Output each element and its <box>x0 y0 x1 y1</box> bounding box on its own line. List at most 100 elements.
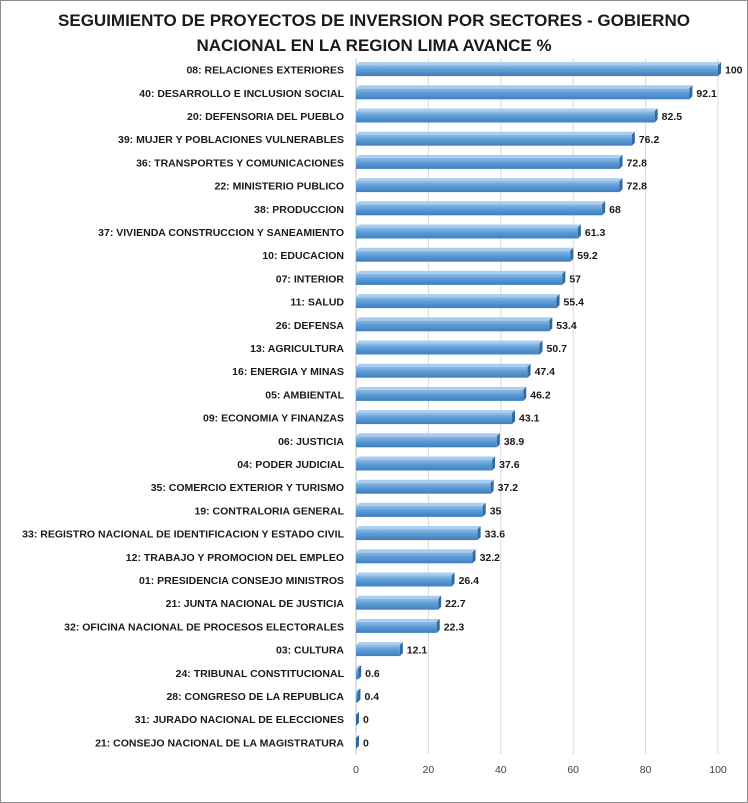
bar <box>356 691 358 703</box>
category-label: 35: COMERCIO EXTERIOR Y TURISMO <box>151 482 344 494</box>
bar-side <box>527 363 531 378</box>
bar <box>356 320 550 332</box>
bar <box>356 389 524 401</box>
bar-top <box>356 433 500 437</box>
data-label: 0 <box>363 714 369 726</box>
bar-top <box>356 595 442 599</box>
category-label: 09: ECONOMIA Y FINANZAS <box>203 413 344 425</box>
bar <box>356 482 491 494</box>
bar-top <box>356 572 455 576</box>
data-label: 55.4 <box>564 297 585 309</box>
data-label: 12.1 <box>407 645 428 657</box>
bar-side <box>357 688 361 703</box>
data-label: 92.1 <box>696 88 717 100</box>
bar-side <box>477 526 481 541</box>
bar-top <box>356 270 566 274</box>
category-label: 16: ENERGIA Y MINAS <box>232 366 344 378</box>
bar-side <box>356 711 359 726</box>
bar-side <box>556 294 560 309</box>
data-label: 35 <box>490 505 502 517</box>
bar-side <box>356 734 359 749</box>
category-label: 05: AMBIENTAL <box>265 389 344 401</box>
bar <box>356 227 578 239</box>
bar-top <box>356 317 553 321</box>
bar-side <box>562 270 566 285</box>
category-label: 07: INTERIOR <box>276 273 345 285</box>
bar-side <box>496 433 500 448</box>
category-label: 36: TRANSPORTES Y COMUNICACIONES <box>136 157 344 169</box>
bar-side <box>619 178 623 193</box>
data-label: 37.2 <box>498 482 519 494</box>
category-label: 08: RELACIONES EXTERIORES <box>186 65 344 77</box>
bar <box>356 65 718 77</box>
category-label: 31: JURADO NACIONAL DE ELECCIONES <box>135 714 344 726</box>
bar <box>356 366 528 378</box>
bar-side <box>549 317 553 332</box>
x-tick-label: 40 <box>495 764 507 776</box>
data-label: 53.4 <box>556 320 577 332</box>
bar-top <box>356 178 623 182</box>
bar <box>356 598 439 610</box>
bar-top <box>356 526 481 530</box>
data-label: 26.4 <box>459 575 480 587</box>
bar <box>356 88 690 100</box>
bar-side <box>358 665 362 680</box>
bar-top <box>356 108 658 112</box>
bar <box>356 157 620 169</box>
category-label: 04: PODER JUDICIAL <box>237 459 344 471</box>
bar-top <box>356 665 362 669</box>
category-label: 38: PRODUCCION <box>254 204 344 216</box>
data-label: 76.2 <box>639 134 660 146</box>
bar-top <box>356 340 543 344</box>
data-label: 47.4 <box>535 366 556 378</box>
category-label: 13: AGRICULTURA <box>250 343 344 355</box>
data-label: 38.9 <box>504 436 525 448</box>
data-label: 0 <box>363 737 369 749</box>
bar <box>356 459 493 471</box>
bar-top <box>356 410 516 414</box>
x-tick-label: 80 <box>640 764 652 776</box>
bar-top <box>356 618 440 622</box>
bar-side <box>602 201 606 216</box>
bar <box>356 250 571 262</box>
x-tick-label: 20 <box>423 764 435 776</box>
category-label: 37: VIVIENDA CONSTRUCCION Y SANEAMIENTO <box>98 227 344 239</box>
x-tick-label: 100 <box>709 764 727 776</box>
bar-side <box>436 618 440 633</box>
bar-top <box>356 363 531 367</box>
data-label: 72.8 <box>627 157 648 169</box>
bar-side <box>689 85 693 100</box>
bar-top <box>356 294 560 298</box>
data-label: 68 <box>609 204 621 216</box>
bar-side <box>539 340 543 355</box>
bar <box>356 529 478 541</box>
data-label: 46.2 <box>530 389 551 401</box>
bar <box>356 575 452 587</box>
bar <box>356 621 437 633</box>
category-label: 24: TRIBUNAL CONSTITUCIONAL <box>176 668 345 680</box>
bar-side <box>577 224 581 239</box>
data-label: 100 <box>725 65 743 77</box>
bar-top <box>356 688 361 692</box>
data-label: 82.5 <box>662 111 683 123</box>
bar-side <box>472 549 476 564</box>
bar <box>356 134 632 146</box>
bar-top <box>356 502 486 506</box>
bar <box>356 505 483 517</box>
data-label: 22.3 <box>444 621 465 633</box>
data-label: 57 <box>569 273 581 285</box>
category-label: 03: CULTURA <box>276 645 344 657</box>
bar <box>356 273 563 285</box>
bar-side <box>482 502 486 517</box>
bar-top <box>356 479 494 483</box>
bar-top <box>356 62 721 66</box>
category-label: 10: EDUCACION <box>262 250 344 262</box>
category-label: 28: CONGRESO DE LA REPUBLICA <box>166 691 344 703</box>
bar <box>356 436 497 448</box>
category-label: 22: MINISTERIO PUBLICO <box>214 181 344 193</box>
category-label: 06: JUSTICIA <box>278 436 344 448</box>
data-label: 37.6 <box>499 459 520 471</box>
bar-top <box>356 247 574 251</box>
data-label: 50.7 <box>547 343 568 355</box>
